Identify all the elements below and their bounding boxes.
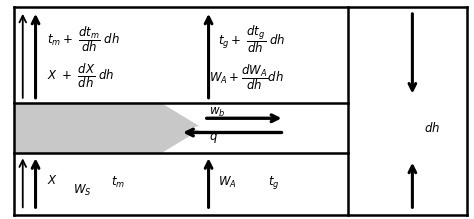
Text: $w_b$: $w_b$ [209, 106, 225, 119]
Text: $W_A+\dfrac{dW_A}{dh}dh$: $W_A+\dfrac{dW_A}{dh}dh$ [209, 62, 283, 92]
Text: $t_m$: $t_m$ [111, 175, 126, 190]
Text: $W_S$: $W_S$ [73, 183, 92, 198]
Text: $dh$: $dh$ [424, 121, 440, 135]
Text: $X\ +\ \dfrac{dX}{dh}\ dh$: $X\ +\ \dfrac{dX}{dh}\ dh$ [47, 63, 115, 90]
Text: $t_g$: $t_g$ [268, 174, 279, 191]
Text: $X$: $X$ [47, 174, 58, 187]
Text: $q$: $q$ [209, 131, 218, 145]
Text: $W_A$: $W_A$ [218, 175, 237, 190]
Polygon shape [14, 103, 199, 153]
Text: $t_m+\ \dfrac{dt_m}{dh}\ dh$: $t_m+\ \dfrac{dt_m}{dh}\ dh$ [47, 25, 120, 54]
Text: $t_g+\ \dfrac{dt_g}{dh}\ dh$: $t_g+\ \dfrac{dt_g}{dh}\ dh$ [218, 23, 285, 55]
